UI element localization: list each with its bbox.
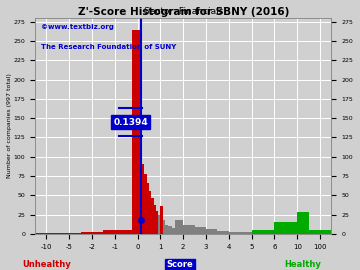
Text: Sector: Financials: Sector: Financials xyxy=(144,7,223,16)
Bar xyxy=(297,212,309,234)
Text: ©www.textbiz.org: ©www.textbiz.org xyxy=(41,25,114,31)
Bar xyxy=(138,30,140,234)
Bar xyxy=(132,30,138,234)
Bar xyxy=(240,232,252,234)
Bar xyxy=(103,230,126,234)
Bar xyxy=(58,233,81,234)
Text: The Research Foundation of SUNY: The Research Foundation of SUNY xyxy=(41,44,176,50)
Bar xyxy=(309,230,332,234)
Bar xyxy=(144,174,147,234)
Text: Unhealthy: Unhealthy xyxy=(22,260,71,269)
Text: 0.1394: 0.1394 xyxy=(113,117,148,127)
Bar xyxy=(183,225,195,234)
Title: Z'-Score Histogram for SBNY (2016): Z'-Score Histogram for SBNY (2016) xyxy=(77,7,289,17)
Bar xyxy=(126,230,132,234)
Bar xyxy=(81,231,103,234)
Bar xyxy=(229,231,240,234)
Bar xyxy=(172,228,175,234)
Bar xyxy=(151,198,154,234)
Bar xyxy=(175,220,183,234)
Bar xyxy=(156,211,158,234)
Bar xyxy=(154,205,156,234)
Bar xyxy=(217,231,229,234)
Bar xyxy=(195,227,206,234)
Bar xyxy=(274,222,297,234)
Bar xyxy=(252,230,274,234)
Bar xyxy=(163,220,165,234)
Bar xyxy=(158,215,161,234)
Bar xyxy=(142,164,144,234)
Bar xyxy=(168,226,172,234)
Bar xyxy=(161,206,163,234)
Bar xyxy=(140,114,142,234)
Text: Healthy: Healthy xyxy=(284,260,321,269)
Bar xyxy=(165,225,168,234)
Y-axis label: Number of companies (997 total): Number of companies (997 total) xyxy=(7,73,12,178)
Bar xyxy=(147,183,149,234)
Bar xyxy=(206,229,217,234)
Text: Score: Score xyxy=(167,260,193,269)
Bar xyxy=(35,233,58,234)
Bar xyxy=(149,191,151,234)
